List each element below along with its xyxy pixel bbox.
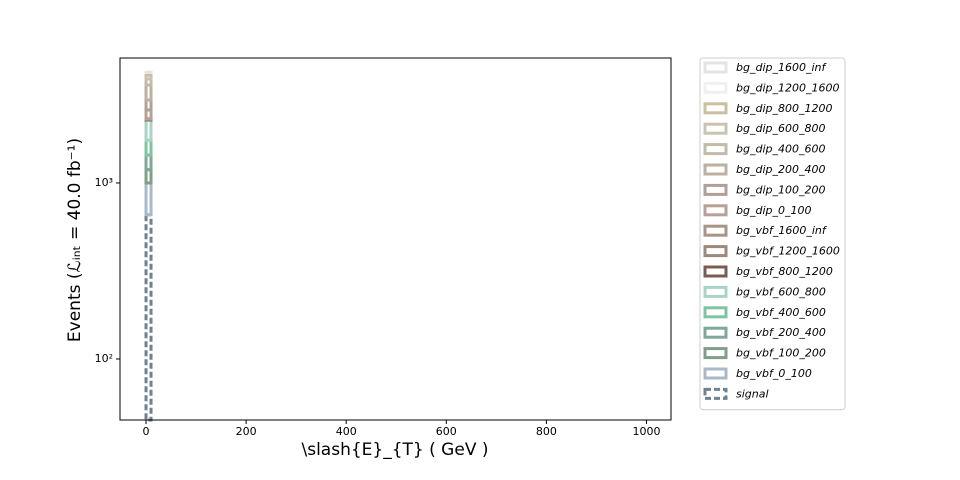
legend-swatch xyxy=(703,326,728,339)
legend-label: bg_dip_100_200 xyxy=(736,183,825,196)
y-tick-label: 10² xyxy=(95,352,113,365)
legend-swatch xyxy=(703,367,728,380)
legend-label: signal xyxy=(736,387,769,400)
legend-label: bg_vbf_0_100 xyxy=(736,367,812,380)
legend-label: bg_dip_600_800 xyxy=(736,122,825,135)
legend-label: bg_dip_0_100 xyxy=(736,204,811,217)
legend-swatch xyxy=(703,183,728,196)
legend-label: bg_vbf_600_800 xyxy=(736,285,826,298)
legend-swatch xyxy=(703,387,728,400)
legend-swatch xyxy=(703,245,728,258)
x-tick-label: 1000 xyxy=(632,425,660,438)
legend-swatch xyxy=(703,306,728,319)
legend-swatch xyxy=(703,102,728,115)
legend-label: bg_vbf_200_400 xyxy=(736,326,826,339)
y-tick-label: 10³ xyxy=(95,176,113,189)
legend-swatch xyxy=(703,61,728,74)
legend-swatch xyxy=(703,143,728,156)
x-tick-label: 600 xyxy=(436,425,457,438)
legend-label: bg_vbf_800_1200 xyxy=(736,265,833,278)
x-tick-label: 400 xyxy=(336,425,357,438)
x-axis-label: \slash{E}_{T} ( GeV ) xyxy=(302,440,489,460)
y-axis-label: Events (ℒᵢₙₜ = 40.0 fb⁻¹) xyxy=(65,138,85,342)
legend-label: bg_vbf_100_200 xyxy=(736,347,826,360)
legend-label: bg_dip_1600_inf xyxy=(736,61,828,74)
legend-label: bg_dip_400_600 xyxy=(736,143,825,156)
legend-label: bg_vbf_1600_inf xyxy=(736,224,828,237)
legend-label: bg_dip_800_1200 xyxy=(736,102,832,115)
legend-swatch xyxy=(703,122,728,135)
legend-label: bg_vbf_400_600 xyxy=(736,306,826,319)
legend-label: bg_dip_1200_1600 xyxy=(736,81,839,94)
legend-swatch xyxy=(703,81,728,94)
x-tick-label: 800 xyxy=(536,425,557,438)
legend-swatch xyxy=(703,163,728,176)
legend-label: bg_vbf_1200_1600 xyxy=(736,245,840,258)
legend-swatch xyxy=(703,204,728,217)
x-tick-label: 0 xyxy=(143,425,150,438)
legend-label: bg_dip_200_400 xyxy=(736,163,825,176)
plot-frame xyxy=(119,57,672,421)
legend-swatch xyxy=(703,265,728,278)
legend-swatch xyxy=(703,347,728,360)
x-tick-label: 200 xyxy=(236,425,257,438)
legend-swatch xyxy=(703,224,728,237)
legend-box xyxy=(699,57,846,411)
legend-swatch xyxy=(703,285,728,298)
